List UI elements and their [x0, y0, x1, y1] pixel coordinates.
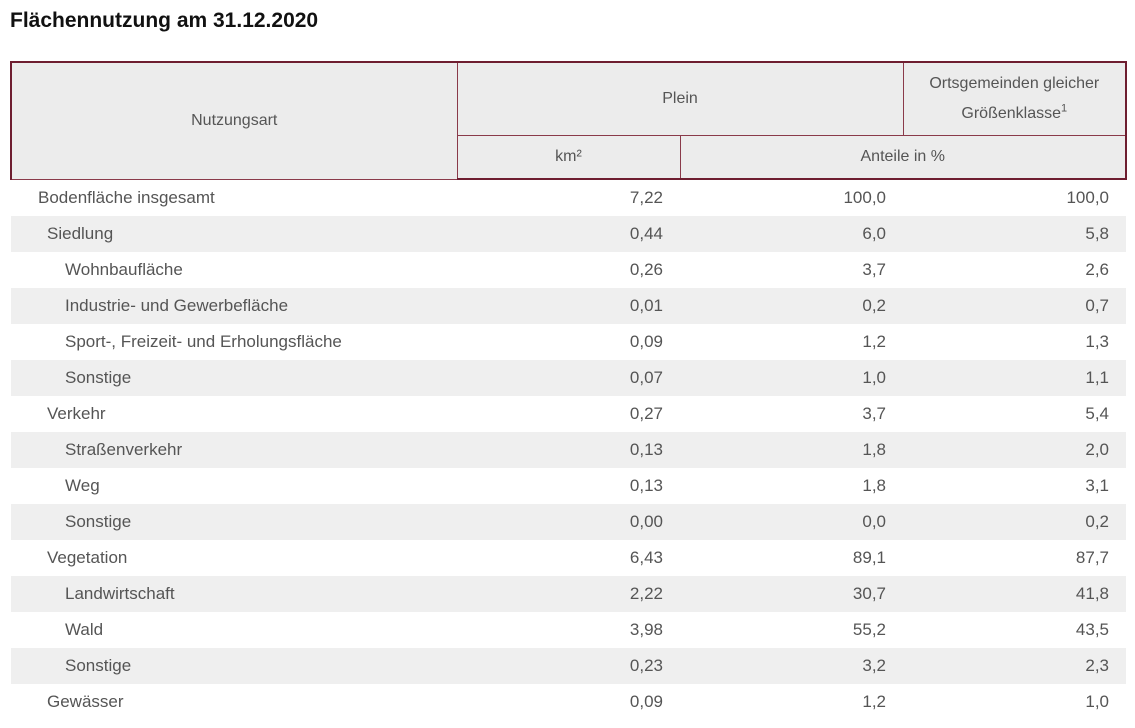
- cell-compare: 2,3: [903, 648, 1127, 684]
- cell-share: 89,1: [852, 548, 887, 567]
- column-header-anteile: Anteile in %: [679, 135, 1128, 180]
- cell-share: 1,8: [862, 476, 887, 495]
- table-row: Gewässer 0,09 1,2 1,0: [11, 684, 1126, 720]
- cell-km2: 0,44: [457, 216, 680, 252]
- cell-km2: 3,98: [629, 620, 663, 639]
- cell-km2: 7,22: [629, 188, 663, 207]
- cell-km2: 0,01: [457, 288, 680, 324]
- cell-compare: 2,0: [903, 432, 1127, 468]
- cell-km2: 0,27: [629, 404, 663, 423]
- table-row: Wald 3,98 55,2 43,5: [11, 612, 1126, 648]
- cell-share: 1,2: [862, 332, 887, 351]
- table-row: Siedlung 0,44 6,0 5,8: [11, 216, 1127, 252]
- cell-share: 1,2: [862, 692, 887, 711]
- column-header-vergleich: Ortsgemeinden gleicher Größenklasse1: [902, 61, 1128, 136]
- cell-share: 100,0: [843, 188, 887, 207]
- table-row: Sport-, Freizeit- und Erholungsfläche 0,0…: [11, 324, 1126, 360]
- land-use-table: Nutzungsart Plein Ortsgemeinden gleicher…: [10, 61, 1128, 720]
- table-row: Sonstige 0,00 0,0 0,2: [11, 504, 1127, 540]
- cell-share: 6,0: [680, 216, 904, 252]
- cell-compare: 1,3: [1085, 332, 1110, 351]
- cell-share: 0,0: [680, 504, 904, 540]
- table-row: Vegetation 6,43 89,1 87,7: [11, 540, 1126, 576]
- cell-compare: 100,0: [1066, 188, 1110, 207]
- column-header-plein: Plein: [456, 61, 904, 136]
- cell-km2: 0,13: [629, 476, 663, 495]
- table-row: Wohnbaufläche 0,26 3,7 2,6: [11, 252, 1126, 288]
- cell-share: 1,0: [680, 360, 904, 396]
- cell-share: 30,7: [680, 576, 904, 612]
- cell-compare: 0,2: [903, 504, 1127, 540]
- row-label: Landwirtschaft: [11, 576, 457, 612]
- table-row: Weg 0,13 1,8 3,1: [11, 468, 1126, 504]
- cell-km2: 0,13: [457, 432, 680, 468]
- row-label: Gewässer: [47, 692, 124, 711]
- cell-compare: 0,7: [903, 288, 1127, 324]
- table-header: Nutzungsart Plein Ortsgemeinden gleicher…: [10, 61, 1128, 180]
- column-header-nutzungsart: Nutzungsart: [10, 61, 458, 180]
- cell-km2: 0,09: [629, 332, 663, 351]
- column-header-vergleich-label: Ortsgemeinden gleicher Größenklasse: [929, 75, 1100, 122]
- cell-km2: 0,26: [629, 260, 663, 279]
- cell-km2: 2,22: [457, 576, 680, 612]
- row-label: Sport-, Freizeit- und Erholungsfläche: [65, 332, 342, 351]
- cell-compare: 87,7: [1075, 548, 1110, 567]
- cell-compare: 5,8: [903, 216, 1127, 252]
- row-label: Sonstige: [11, 504, 457, 540]
- cell-share: 3,7: [862, 260, 887, 279]
- cell-compare: 3,1: [1085, 476, 1110, 495]
- cell-share: 0,2: [680, 288, 904, 324]
- cell-km2: 6,43: [629, 548, 663, 567]
- row-label: Verkehr: [47, 404, 106, 423]
- row-label: Bodenfläche insgesamt: [38, 187, 215, 207]
- row-label: Weg: [65, 476, 100, 495]
- table-row: Sonstige 0,23 3,2 2,3: [11, 648, 1127, 684]
- row-label: Sonstige: [11, 648, 457, 684]
- cell-km2: 0,09: [629, 692, 663, 711]
- cell-km2: 0,00: [457, 504, 680, 540]
- cell-km2: 0,07: [457, 360, 680, 396]
- table-body: Bodenfläche insgesamt 7,22 100,0 100,0 Siedl…: [11, 179, 1127, 720]
- table-row: Verkehr 0,27 3,7 5,4: [11, 396, 1126, 432]
- cell-km2: 0,23: [457, 648, 680, 684]
- cell-compare: 43,5: [1075, 620, 1110, 639]
- cell-share: 3,2: [680, 648, 904, 684]
- cell-compare: 1,1: [903, 360, 1127, 396]
- footnote-marker[interactable]: 1: [1061, 102, 1068, 115]
- row-label: Wald: [65, 620, 104, 639]
- table-row: Bodenfläche insgesamt 7,22 100,0 100,0: [11, 179, 1126, 216]
- cell-compare: 1,0: [1085, 692, 1110, 711]
- column-header-km2: km²: [456, 135, 681, 180]
- row-label: Vegetation: [47, 548, 128, 567]
- row-label: Wohnbaufläche: [65, 260, 183, 279]
- table-row: Straßenverkehr 0,13 1,8 2,0: [11, 432, 1127, 468]
- table-row: Sonstige 0,07 1,0 1,1: [11, 360, 1127, 396]
- cell-compare: 5,4: [1085, 404, 1110, 423]
- table-row: Landwirtschaft 2,22 30,7 41,8: [11, 576, 1127, 612]
- cell-compare: 2,6: [1085, 260, 1110, 279]
- cell-share: 55,2: [852, 620, 887, 639]
- cell-share: 1,8: [680, 432, 904, 468]
- cell-compare: 41,8: [903, 576, 1127, 612]
- row-label: Siedlung: [11, 216, 457, 252]
- row-label: Industrie- und Gewerbefläche: [11, 288, 457, 324]
- cell-share: 3,7: [862, 404, 887, 423]
- row-label: Sonstige: [11, 360, 457, 396]
- page-title: Flächennutzung am 31.12.2020: [10, 9, 319, 32]
- row-label: Straßenverkehr: [11, 432, 457, 468]
- table-row: Industrie- und Gewerbefläche 0,01 0,2 0,7: [11, 288, 1127, 324]
